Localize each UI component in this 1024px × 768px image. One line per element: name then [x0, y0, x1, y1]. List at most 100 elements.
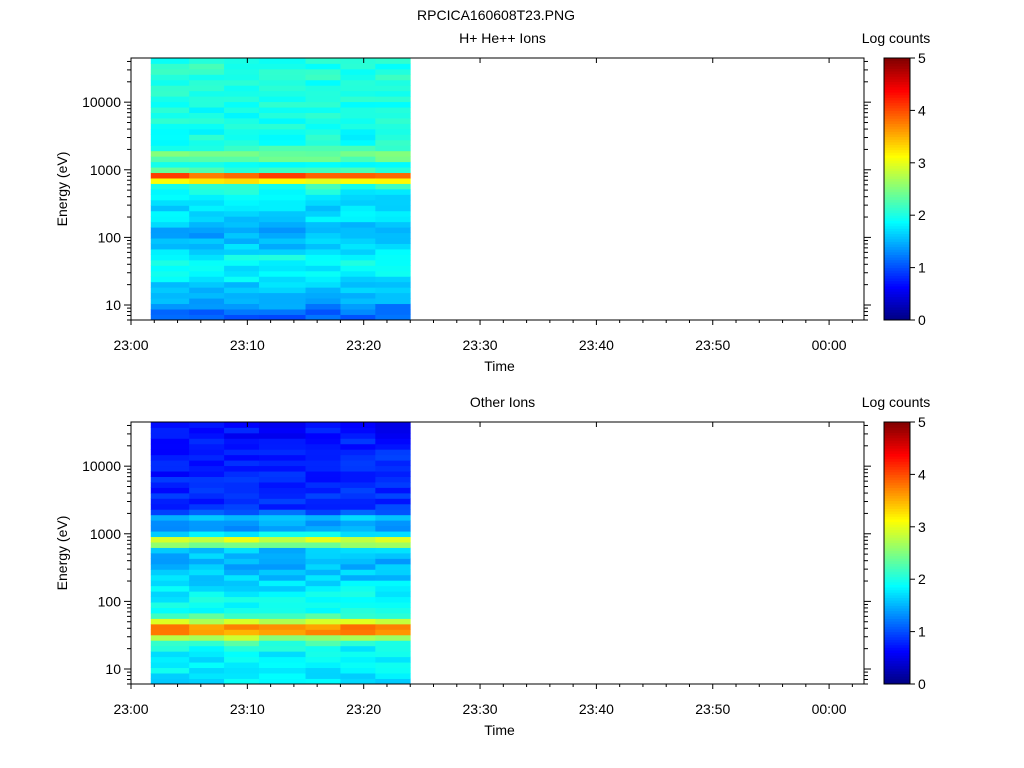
- heatmap-cell: [258, 58, 306, 64]
- colorbar-band: [884, 118, 910, 122]
- heatmap-cell: [340, 107, 376, 113]
- heatmap-cell: [305, 281, 341, 288]
- heatmap-cell: [189, 194, 225, 201]
- heatmap-cell: [150, 443, 190, 450]
- heatmap-cell: [340, 189, 376, 195]
- heatmap-cell: [189, 270, 225, 277]
- colorbar-band: [884, 589, 910, 593]
- heatmap-cell: [189, 520, 225, 527]
- heatmap-cell: [189, 221, 225, 228]
- colorbar-band: [884, 165, 910, 169]
- colorbar-band: [884, 427, 910, 431]
- heatmap-cell: [340, 454, 376, 461]
- colorbar-band: [884, 217, 910, 221]
- heatmap-cell: [375, 443, 411, 450]
- heatmap-cell: [150, 68, 190, 75]
- heatmap-cell: [150, 309, 190, 315]
- heatmap-cell: [189, 107, 225, 113]
- colorbar-band: [884, 228, 910, 232]
- heatmap-cell: [224, 134, 260, 141]
- heatmap-cell: [375, 303, 411, 310]
- heatmap-cell: [375, 232, 411, 239]
- colorbar-band: [884, 196, 910, 200]
- heatmap-cell: [224, 613, 260, 619]
- colorbar-band: [884, 558, 910, 562]
- colorbar-band: [884, 545, 910, 549]
- colorbar-band: [884, 78, 910, 83]
- heatmap-cell: [375, 503, 411, 510]
- heatmap-cell: [150, 292, 190, 299]
- heatmap-cell: [150, 63, 190, 70]
- heatmap-cell: [189, 476, 225, 483]
- heatmap-cell: [189, 618, 225, 625]
- heatmap-cell: [189, 227, 225, 234]
- heatmap-cell: [375, 79, 411, 86]
- heatmap-cell: [340, 172, 376, 179]
- heatmap-cell: [150, 678, 190, 685]
- colorbar-band: [884, 500, 910, 504]
- heatmap-cell: [258, 96, 306, 103]
- panel-other-ions: 23:00 23:10 23:20 23:30 23:40 23:50 00:0010100…: [54, 394, 930, 738]
- heatmap-cell: [375, 520, 411, 527]
- heatmap-cell: [150, 85, 190, 92]
- heatmap-cell: [189, 259, 225, 266]
- heatmap-cell: [305, 629, 341, 636]
- colorbar-band: [884, 283, 910, 287]
- heatmap-cell: [305, 145, 341, 152]
- colorbar-band: [884, 202, 910, 206]
- heatmap-cell: [150, 482, 190, 488]
- heatmap-cell: [189, 58, 225, 64]
- heatmap-cell: [305, 476, 341, 483]
- heatmap-cell: [224, 276, 260, 283]
- heatmap-cell: [305, 287, 341, 294]
- colorbar-band: [884, 665, 910, 669]
- heatmap-cell: [375, 161, 411, 168]
- heatmap-cell: [340, 596, 376, 603]
- heatmap-cell: [305, 607, 341, 614]
- colorbar-band: [884, 610, 910, 614]
- heatmap-cell: [189, 134, 225, 141]
- colorbar-band: [884, 644, 910, 648]
- colorbar-band: [884, 479, 910, 483]
- heatmap-cell: [375, 531, 411, 538]
- colorbar-band: [884, 573, 910, 578]
- heatmap-cell: [258, 210, 306, 217]
- heatmap-cell: [224, 569, 260, 576]
- x-tick-label: 23:40: [579, 701, 614, 717]
- heatmap-cell: [305, 276, 341, 283]
- colorbar-band: [884, 456, 910, 460]
- heatmap-cell: [189, 645, 225, 652]
- heatmap-cell: [224, 449, 260, 456]
- heatmap-cell: [305, 525, 341, 532]
- heatmap-cell: [189, 123, 225, 130]
- colorbar-band: [884, 86, 910, 90]
- heatmap-cell: [224, 443, 260, 450]
- x-tick-label: 23:10: [230, 337, 265, 353]
- heatmap-cell: [189, 238, 225, 244]
- heatmap-cell: [375, 460, 411, 467]
- heatmap-cell: [258, 309, 306, 315]
- heatmap-cell: [375, 602, 411, 608]
- heatmap-cell: [340, 314, 376, 321]
- colorbar-band: [884, 497, 910, 502]
- heatmap-cell: [224, 438, 260, 445]
- colorbar-band: [884, 131, 910, 135]
- heatmap-cell: [305, 574, 341, 581]
- colorbar-band: [884, 209, 910, 214]
- heatmap-cell: [224, 645, 260, 652]
- heatmap-cell: [224, 454, 260, 461]
- heatmap-cell: [150, 249, 190, 255]
- heatmap-cell: [340, 85, 376, 92]
- heatmap-cell: [224, 118, 260, 124]
- heatmap-cell: [189, 542, 225, 548]
- heatmap-cell: [340, 199, 376, 206]
- heatmap-cell: [340, 227, 376, 234]
- colorbar-band: [884, 492, 910, 496]
- heatmap-cell: [340, 79, 376, 86]
- heatmap-cell: [340, 156, 376, 163]
- heatmap-cell: [258, 107, 306, 113]
- heatmap-cell: [375, 536, 411, 543]
- heatmap-cell: [305, 254, 341, 261]
- heatmap-cell: [375, 314, 411, 321]
- heatmap-cell: [150, 525, 190, 532]
